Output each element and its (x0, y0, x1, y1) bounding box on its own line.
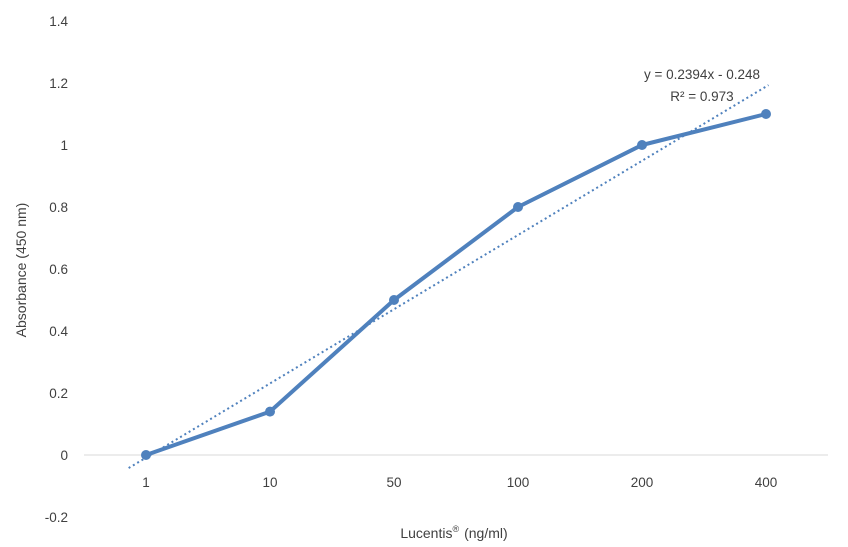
x-tick-label: 50 (386, 475, 401, 490)
x-tick-label: 100 (507, 475, 530, 490)
y-tick-label: 0.2 (49, 386, 68, 401)
y-axis-title: Absorbance (450 nm) (13, 203, 29, 338)
x-tick-label: 200 (631, 475, 654, 490)
data-point (513, 202, 523, 212)
x-axis-title-name: Lucentis (400, 525, 452, 541)
x-tick-label: 10 (262, 475, 277, 490)
trendline (128, 84, 769, 469)
data-point (141, 450, 151, 460)
data-point (389, 295, 399, 305)
y-tick-label: 1.4 (49, 14, 68, 29)
x-axis-ticks: 1 10 50 100 200 400 (142, 475, 777, 490)
y-tick-label: 1 (60, 138, 68, 153)
trendline-equation: y = 0.2394x - 0.248 (644, 67, 760, 82)
x-axis-title-unit: (ng/ml) (464, 525, 508, 541)
y-tick-label: 0.8 (49, 200, 68, 215)
data-point (637, 140, 647, 150)
data-point (761, 109, 771, 119)
data-point (265, 406, 275, 417)
trendline-r-squared: R² = 0.973 (670, 89, 733, 104)
y-tick-label: 0 (60, 448, 68, 463)
data-points (141, 109, 771, 460)
x-tick-label: 1 (142, 475, 150, 490)
x-tick-label: 400 (755, 475, 778, 490)
y-tick-label: -0.2 (45, 510, 68, 525)
series-line (144, 112, 768, 457)
y-tick-label: 0.4 (49, 324, 68, 339)
x-axis-title-superscript: ® (452, 524, 459, 534)
y-axis-ticks: -0.2 0 0.2 0.4 0.6 0.8 1 1.2 1.4 (45, 14, 69, 525)
x-axis-title: Lucentis® (ng/ml) (400, 524, 507, 541)
y-tick-label: 1.2 (49, 76, 68, 91)
y-tick-label: 0.6 (49, 262, 68, 277)
